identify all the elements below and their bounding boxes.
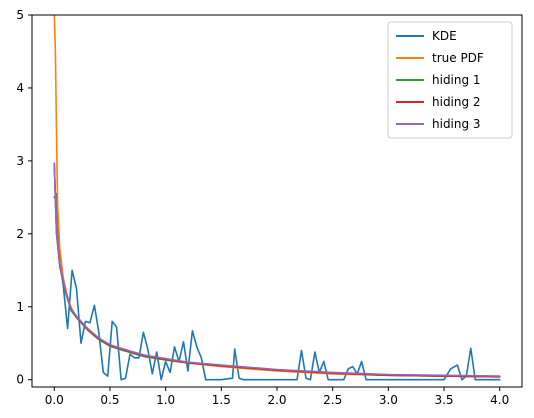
x-tick-label: 2.5 xyxy=(323,393,342,407)
x-tick-label: 2.0 xyxy=(267,393,286,407)
x-tick-label: 3.0 xyxy=(379,393,398,407)
y-tick-label: 4 xyxy=(16,81,24,95)
series-line-kde xyxy=(53,192,501,381)
legend-label-kde: KDE xyxy=(432,29,457,43)
y-tick-label: 0 xyxy=(16,373,24,387)
x-tick-label: 4.0 xyxy=(490,393,509,407)
legend-label-true-pdf: true PDF xyxy=(432,51,484,65)
plot-frame xyxy=(31,14,523,388)
legend: KDE true PDF hiding 1 hiding 2 hiding 3 xyxy=(387,21,513,139)
x-tick-label: 1.0 xyxy=(156,393,175,407)
x-tick-label: 3.5 xyxy=(434,393,453,407)
legend-box xyxy=(387,21,513,139)
legend-label-hiding-2: hiding 2 xyxy=(432,95,481,109)
series-line-hiding-1 xyxy=(53,163,501,378)
y-tick-label: 5 xyxy=(16,8,24,22)
axis-ticks: 0.0 0.5 1.0 1.5 2.0 2.5 3.0 3.5 4.0 0 1 2 3 4 5 xyxy=(16,8,509,407)
y-tick-label: 3 xyxy=(16,154,24,168)
y-tick-label: 1 xyxy=(16,300,24,314)
series-line-hiding-3 xyxy=(53,162,501,377)
x-tick-label: 0.5 xyxy=(100,393,119,407)
plot-series xyxy=(53,15,501,381)
legend-label-hiding-3: hiding 3 xyxy=(432,117,481,131)
x-tick-label: 0.0 xyxy=(45,393,64,407)
y-tick-label: 2 xyxy=(16,227,24,241)
legend-label-hiding-1: hiding 1 xyxy=(432,73,481,87)
series-line-hiding-2 xyxy=(53,163,501,378)
x-tick-label: 1.5 xyxy=(212,393,231,407)
